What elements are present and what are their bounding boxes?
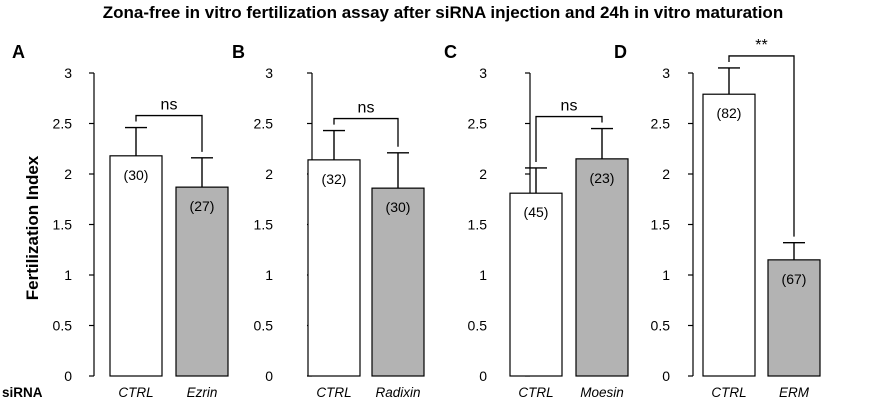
- bar: [702, 93, 756, 377]
- bar: [109, 155, 163, 377]
- y-tick-label: 1.5: [53, 217, 73, 233]
- y-tick-label: 2.5: [468, 116, 488, 132]
- y-tick-label: 0: [662, 368, 670, 384]
- bar: [509, 192, 563, 377]
- panel-letter: B: [232, 42, 245, 62]
- category-label: Radixin: [375, 385, 420, 400]
- bar-count-label: (67): [782, 271, 807, 287]
- bar: [175, 186, 229, 377]
- y-tick-label: 1: [64, 267, 72, 283]
- bar-count-label: (32): [322, 171, 347, 187]
- bar: [575, 158, 629, 377]
- y-tick-label: 3: [479, 65, 487, 81]
- bar: [767, 259, 821, 377]
- y-tick-label: 3: [64, 65, 72, 81]
- y-tick-label: 2.5: [254, 116, 274, 132]
- bar-count-label: (45): [524, 204, 549, 220]
- y-tick-label: 1: [479, 267, 487, 283]
- bar-count-label: (30): [386, 199, 411, 215]
- category-label: CTRL: [711, 385, 746, 400]
- y-tick-label: 3: [662, 65, 670, 81]
- y-tick-label: 0.5: [254, 318, 274, 334]
- bar-count-label: (27): [190, 198, 215, 214]
- category-label: CTRL: [518, 385, 553, 400]
- y-tick-label: 1: [265, 267, 273, 283]
- panel-letter: C: [444, 42, 457, 62]
- category-label: Moesin: [580, 385, 624, 400]
- figure-title: Zona-free in vitro fertilization assay a…: [103, 3, 783, 22]
- y-tick-label: 0.5: [53, 318, 73, 334]
- panels: A 0 0.5 1 1.5 2 2.5 3 (30) CTRL (27) Ezrin ns B 0 0.5 1 1…: [12, 37, 821, 400]
- y-tick-label: 0: [265, 368, 273, 384]
- bar-count-label: (30): [124, 167, 149, 183]
- panel-b: B 0 0.5 1 1.5 2 2.5 3 (32) CTRL (30) Radixin ns: [232, 42, 425, 400]
- panel-letter: A: [12, 42, 25, 62]
- y-tick-label: 2.5: [651, 116, 671, 132]
- category-label: CTRL: [118, 385, 153, 400]
- significance-bracket: [535, 115, 603, 162]
- panel-d: D 0 0.5 1 1.5 2 2.5 3 (82) CTRL (67) ERM **: [614, 37, 821, 400]
- y-tick-label: 1.5: [468, 217, 488, 233]
- category-label: ERM: [779, 385, 810, 400]
- bar-count-label: (23): [590, 170, 615, 186]
- y-tick-label: 2: [64, 166, 72, 182]
- y-tick-label: 1.5: [651, 217, 671, 233]
- y-tick-label: 2: [662, 166, 670, 182]
- panel-a: A 0 0.5 1 1.5 2 2.5 3 (30) CTRL (27) Ezrin ns: [12, 42, 229, 400]
- y-tick-label: 0: [479, 368, 487, 384]
- significance-bracket: [333, 117, 399, 147]
- bar-count-label: (82): [717, 105, 742, 121]
- significance-label: ns: [161, 97, 178, 114]
- y-tick-label: 0: [64, 368, 72, 384]
- y-tick-label: 0.5: [468, 318, 488, 334]
- significance-label: ns: [561, 98, 578, 115]
- panel-letter: D: [614, 42, 627, 62]
- y-tick-label: 3: [265, 65, 273, 81]
- y-tick-label: 2.5: [53, 116, 73, 132]
- y-tick-label: 1.5: [254, 217, 274, 233]
- significance-label: **: [755, 37, 767, 54]
- sirna-row-label: siRNA: [2, 385, 43, 400]
- y-axis-label: Fertilization Index: [23, 155, 42, 300]
- significance-bracket: [135, 114, 203, 152]
- bar: [371, 187, 425, 377]
- category-label: Ezrin: [187, 385, 218, 400]
- bar: [307, 159, 361, 377]
- category-label: CTRL: [316, 385, 351, 400]
- y-tick-label: 0.5: [651, 318, 671, 334]
- significance-label: ns: [358, 100, 375, 117]
- y-tick-label: 1: [662, 267, 670, 283]
- significance-bracket: [728, 55, 795, 237]
- y-tick-label: 2: [265, 166, 273, 182]
- panel-c: C 0 0.5 1 1.5 2 2.5 3 (45) CTRL (23) Moesin ns: [444, 42, 629, 400]
- y-tick-label: 2: [479, 166, 487, 182]
